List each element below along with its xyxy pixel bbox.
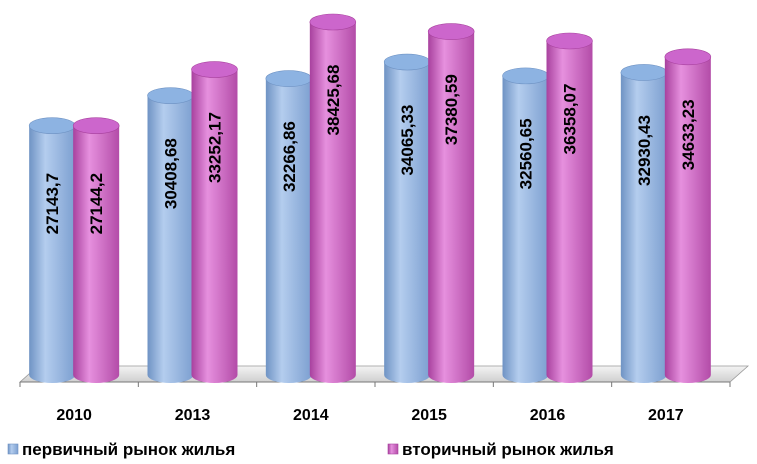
bar-body xyxy=(620,72,667,383)
x-tick-label: 2010 xyxy=(56,407,92,424)
x-tick-label: 2017 xyxy=(648,407,684,424)
x-tick-label: 2016 xyxy=(530,407,566,424)
x-tick-label: 2013 xyxy=(175,407,211,424)
bar-top xyxy=(664,48,712,66)
data-label: 27144,2 xyxy=(87,173,106,234)
data-label: 38425,68 xyxy=(324,65,343,136)
bar-top xyxy=(309,13,357,31)
bar xyxy=(546,32,593,383)
bar-top xyxy=(502,67,549,85)
bar-body xyxy=(502,75,549,383)
x-tick-label: 2014 xyxy=(293,407,329,424)
x-tick-label: 2015 xyxy=(411,407,447,424)
data-label: 34065,33 xyxy=(398,105,417,176)
data-label: 33252,17 xyxy=(206,112,225,183)
bar-body xyxy=(309,22,356,383)
bar xyxy=(147,87,194,384)
bar-top xyxy=(28,117,76,134)
legend-label: вторичный рынок жилья xyxy=(402,440,614,459)
bar-body xyxy=(546,40,593,383)
legend-swatch xyxy=(387,443,399,455)
bar-body xyxy=(384,62,431,383)
data-label: 36358,07 xyxy=(561,84,580,155)
data-label: 32930,43 xyxy=(635,115,654,186)
bar-body xyxy=(147,95,194,384)
bar-body xyxy=(428,31,475,383)
bar xyxy=(191,61,238,383)
bar-top xyxy=(191,61,238,78)
bar-top xyxy=(147,87,194,104)
bar-top xyxy=(72,117,120,134)
bar xyxy=(309,13,357,383)
bar xyxy=(427,23,475,383)
bar xyxy=(383,53,431,383)
data-label: 32560,65 xyxy=(517,118,536,189)
bar-body xyxy=(73,125,120,383)
bar xyxy=(620,64,668,383)
bar xyxy=(72,117,120,383)
data-label: 27143,7 xyxy=(43,173,62,234)
bar-top xyxy=(265,70,313,87)
bar xyxy=(265,70,313,383)
data-label: 30408,68 xyxy=(162,138,181,209)
bar-top xyxy=(427,23,475,40)
bar-body xyxy=(191,69,238,383)
bar-top xyxy=(620,64,668,81)
legend-label: первичный рынок жилья xyxy=(22,440,235,459)
bar xyxy=(664,48,712,383)
legend-swatch xyxy=(7,443,19,455)
bar-top xyxy=(546,32,593,50)
data-label: 32266,86 xyxy=(280,121,299,192)
bar-top xyxy=(383,53,431,71)
bar xyxy=(502,67,549,383)
bar-body xyxy=(29,125,76,383)
bar xyxy=(28,117,76,383)
data-label: 37380,59 xyxy=(442,74,461,145)
data-label: 34633,23 xyxy=(679,99,698,170)
bar-body xyxy=(664,56,711,383)
bar-body xyxy=(265,78,312,383)
